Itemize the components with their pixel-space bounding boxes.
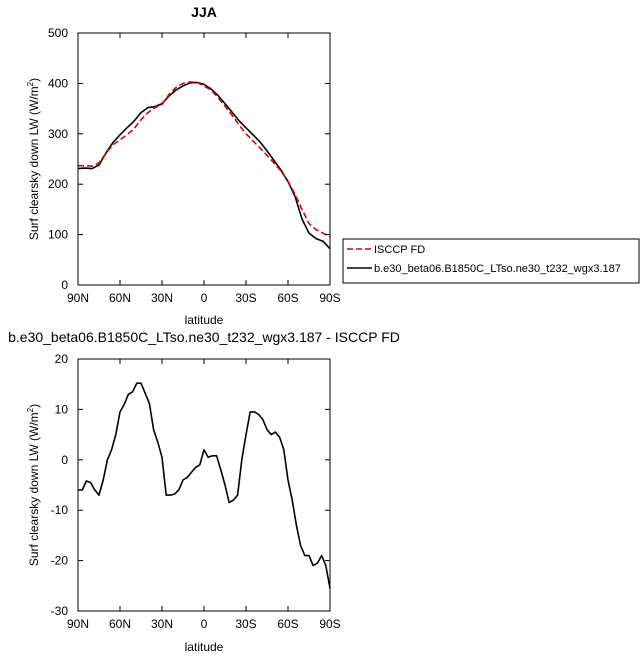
top-y-tick-label: 400 (48, 76, 68, 90)
top-y-axis-label: Surf clearsky down LW (W/m2) (26, 78, 41, 240)
top-y-tick-label: 300 (48, 127, 68, 141)
top-x-tick-label: 60S (277, 291, 298, 305)
legend-label-isccp: ISCCP FD (374, 244, 425, 256)
bottom-x-tick-label: 0 (201, 617, 208, 631)
bottom-panel: b.e30_beta06.B1850C_LTso.ne30_t232_wgx3.… (8, 329, 400, 654)
bottom-y-axis-label-close: ) (27, 404, 41, 408)
bottom-y-tick-label: -20 (51, 554, 69, 568)
legend-box (342, 238, 640, 284)
top-x-tick-label: 90S (319, 291, 340, 305)
top-chart-title: JJA (191, 4, 217, 20)
bottom-y-tick-label: 10 (55, 402, 69, 416)
bottom-x-tick-label: 60N (109, 617, 131, 631)
top-y-tick-label: 200 (48, 177, 68, 191)
bottom-y-axis: -30 -20 -10 0 10 20 (51, 352, 330, 618)
bottom-y-axis-label: Surf clearsky down LW (W/m2) (26, 404, 41, 566)
top-plot-frame (77, 32, 331, 286)
bottom-x-tick-label: 90N (67, 617, 89, 631)
top-y-tick-label: 0 (61, 278, 68, 292)
bottom-y-tick-label: -10 (51, 503, 69, 517)
legend: ISCCP FD b.e30_beta06.B1850C_LTso.ne30_t… (342, 238, 640, 284)
bottom-y-tick-label: 0 (61, 453, 68, 467)
top-y-axis-label-sup: 2 (26, 81, 35, 86)
top-y-tick-label: 500 (48, 26, 68, 40)
bottom-x-tick-label: 30N (151, 617, 173, 631)
bottom-series-line-0 (78, 382, 331, 589)
top-x-tick-label: 30N (151, 291, 173, 305)
bottom-x-axis: 90N 60N 30N 0 30S 60S 90S (67, 359, 341, 631)
bottom-x-tick-label: 90S (319, 617, 340, 631)
top-panel: JJA 0 100 200 300 400 500 90N 60N 30N 0 30S 60S 90S… (26, 4, 341, 327)
bottom-y-axis-label-main: Surf clearsky down LW (W/m (27, 412, 41, 566)
top-x-tick-label: 0 (201, 291, 208, 305)
bottom-x-tick-label: 30S (235, 617, 256, 631)
top-x-tick-label: 60N (109, 291, 131, 305)
top-y-axis-label-close: ) (27, 78, 41, 82)
bottom-y-tick-label: -30 (51, 604, 69, 618)
bottom-y-tick-label: 20 (55, 352, 69, 366)
bottom-y-axis-label-sup: 2 (26, 407, 35, 412)
legend-label-model: b.e30_beta06.B1850C_LTso.ne30_t232_wgx3.… (374, 263, 621, 275)
top-y-axis: 0 100 200 300 400 500 (48, 26, 330, 292)
top-y-tick-label: 100 (48, 228, 68, 242)
bottom-chart-title: b.e30_beta06.B1850C_LTso.ne30_t232_wgx3.… (8, 329, 400, 345)
top-x-axis-label: latitude (185, 313, 224, 327)
top-series-line-1 (77, 81, 331, 238)
top-x-tick-label: 90N (67, 291, 89, 305)
top-x-tick-label: 30S (235, 291, 256, 305)
top-x-axis: 90N 60N 30N 0 30S 60S 90S (67, 33, 341, 305)
top-series-line-0 (77, 81, 331, 250)
bottom-plot-frame (77, 358, 331, 612)
top-y-axis-label-main: Surf clearsky down LW (W/m (27, 86, 41, 240)
bottom-series-group (78, 382, 331, 589)
bottom-x-tick-label: 60S (277, 617, 298, 631)
bottom-x-axis-label: latitude (185, 640, 224, 654)
top-series-group (77, 81, 331, 250)
